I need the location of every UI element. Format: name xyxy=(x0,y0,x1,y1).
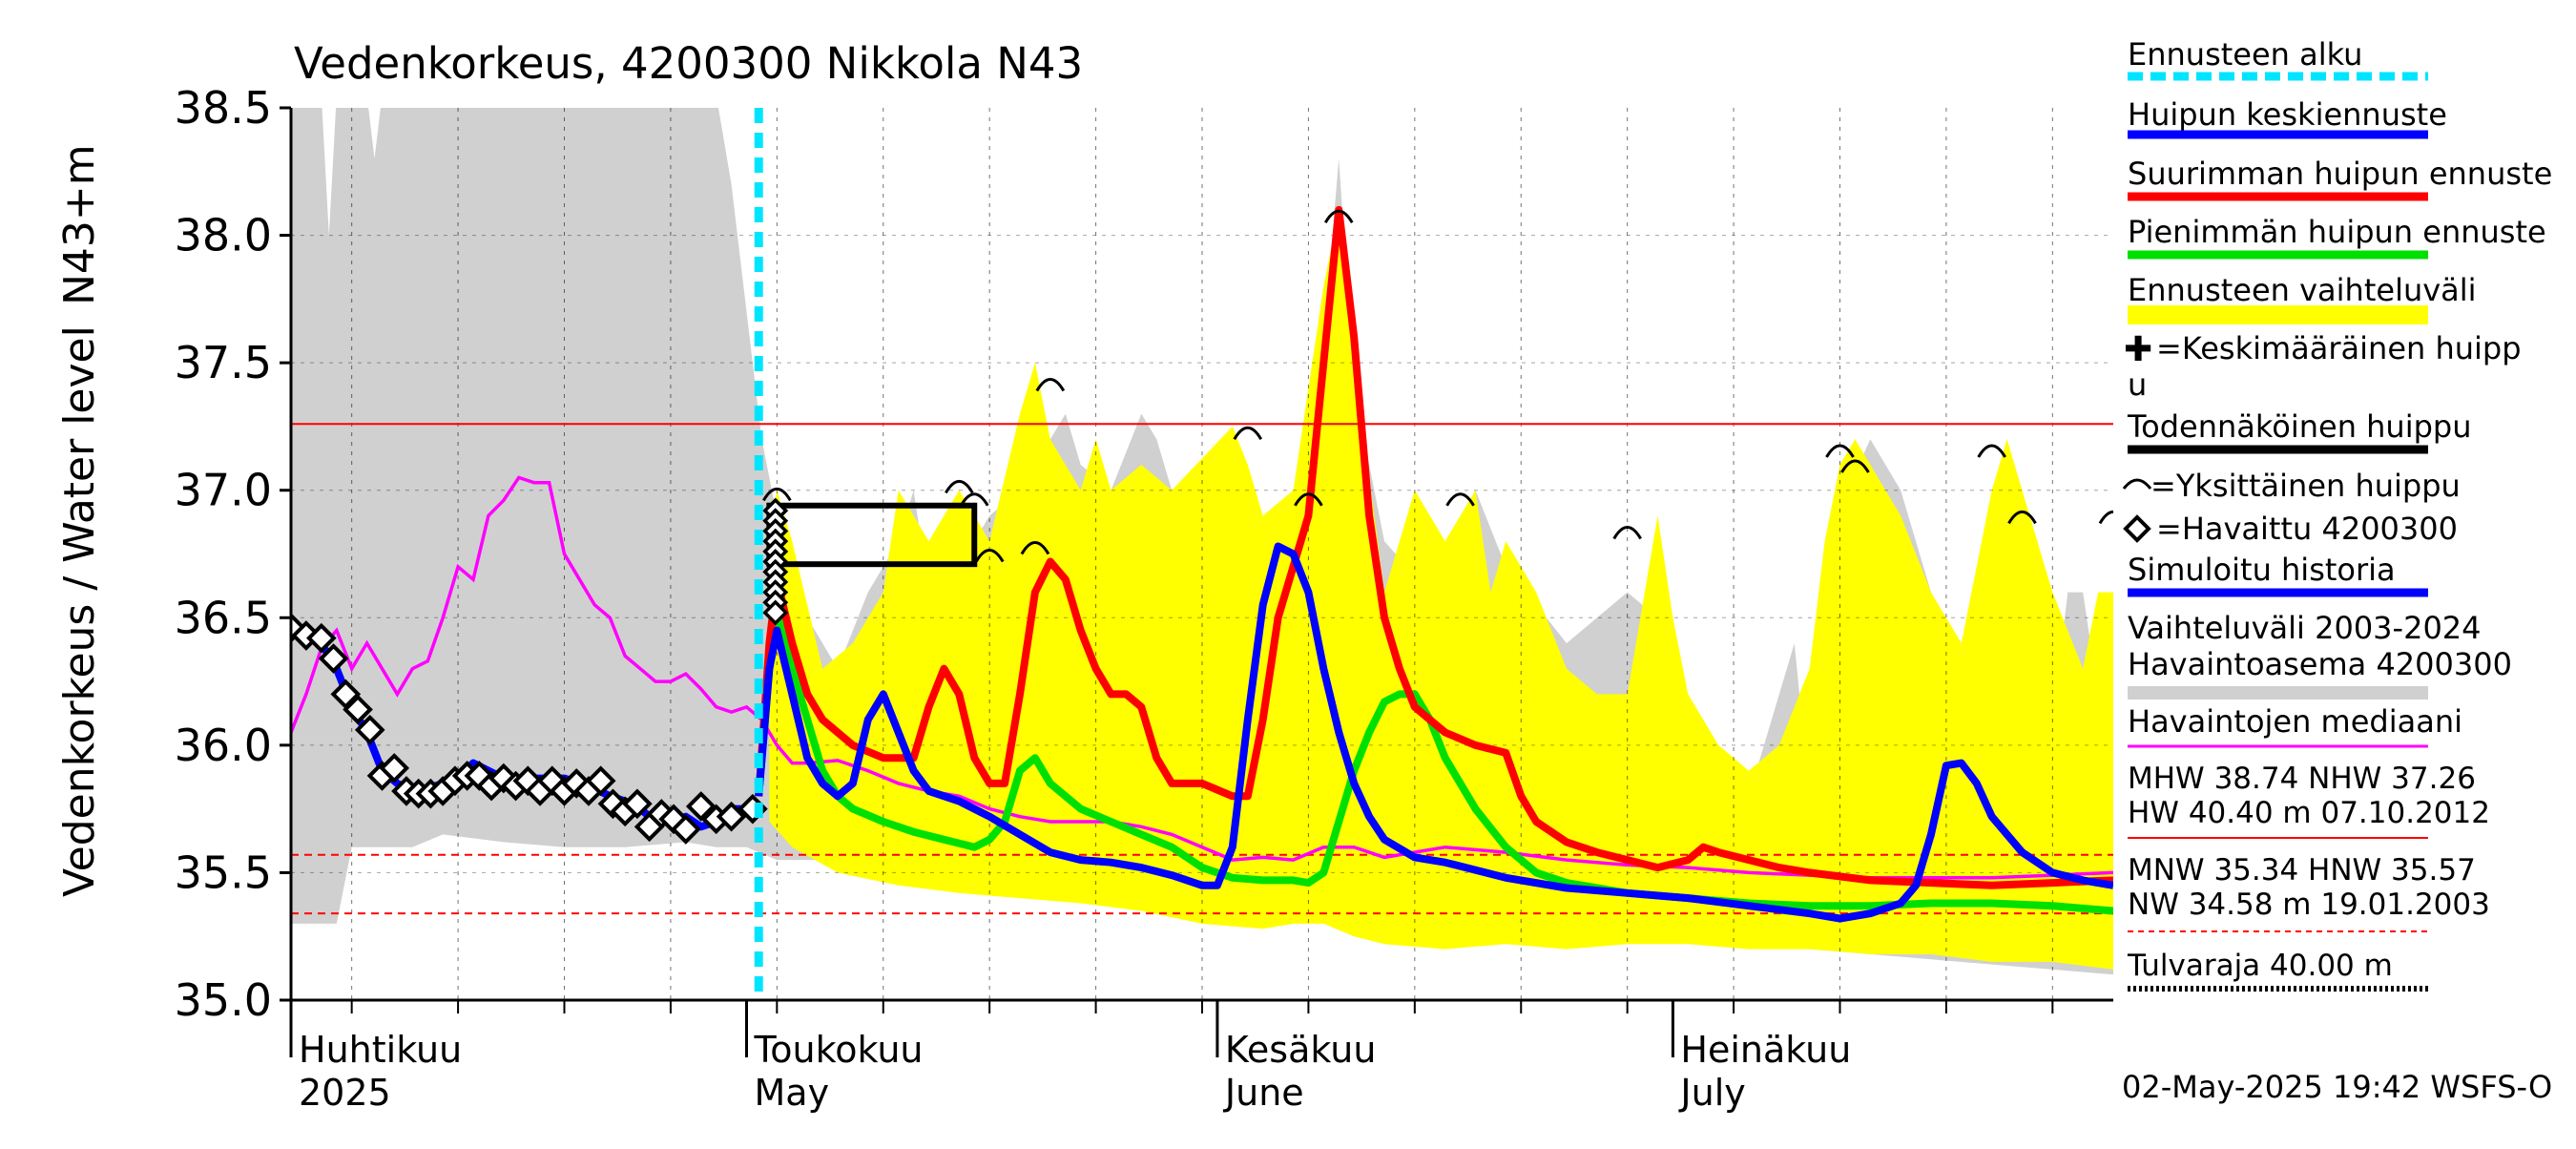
observed-diamond-icon xyxy=(2123,514,2151,543)
max-peak-forecast-line xyxy=(755,205,2113,889)
footer-timestamp: 02-May-2025 19:42 WSFS-O xyxy=(2122,1069,2552,1105)
x-month-label: Toukokuu xyxy=(754,1029,924,1071)
y-tick-label: 36.0 xyxy=(175,720,272,771)
observed-point xyxy=(318,643,349,674)
single-peak-marker xyxy=(1233,426,1263,441)
legend-label: Ennusteen vaihteluväli xyxy=(2128,272,2477,308)
y-tick-label: 38.0 xyxy=(175,210,272,261)
x-month-sublabel: May xyxy=(755,1072,830,1114)
y-tick-label: 38.5 xyxy=(175,82,272,134)
observed-point xyxy=(585,765,616,797)
y-tick-label: 37.5 xyxy=(175,337,272,388)
x-month-label: Kesäkuu xyxy=(1225,1029,1377,1071)
y-axis-label: Vedenkorkeus / Water level xyxy=(55,325,104,897)
observed-point xyxy=(671,814,701,845)
observed-point xyxy=(343,694,373,725)
y-tick-label: 35.0 xyxy=(175,974,272,1026)
legend-label: Suurimman huipun ennuste xyxy=(2128,156,2552,192)
legend-label: Havaintoasema 4200300 xyxy=(2128,646,2512,682)
plot-area xyxy=(291,108,2113,1000)
observed-point xyxy=(622,788,653,820)
axes: 35.0 35.5 36.0 36.5 37.0 37.5 38.0 38.5 Huhtikuu… xyxy=(175,82,2113,1114)
single-peak-icon xyxy=(2122,478,2152,490)
single-peak-marker xyxy=(2098,510,2113,525)
stats-row: MHW 38.74 NHW 37.26 xyxy=(2128,762,2476,796)
forecast-range-band xyxy=(769,209,2113,970)
median-line xyxy=(291,475,2113,880)
legend: Ennusteen alku Huipun keskiennuste Suurimm… xyxy=(2122,36,2552,992)
single-peak-marker xyxy=(1612,525,1642,540)
single-peak-marker xyxy=(1977,444,2006,458)
observed-point xyxy=(716,801,747,832)
single-peak-marker xyxy=(1294,492,1323,507)
single-peak-marker xyxy=(2007,510,2037,525)
legend-label: Vaihteluväli 2003-2024 xyxy=(2128,610,2482,646)
x-month-sublabel: July xyxy=(1678,1072,1745,1114)
single-peak-marker xyxy=(945,479,974,494)
legend-label: Todennäköinen huippu xyxy=(2127,408,2472,445)
legend-label: =Keskimääräinen huipp xyxy=(2156,330,2522,366)
stats-row: MNW 35.34 HNW 35.57 xyxy=(2128,853,2476,888)
legend-label: Ennusteen alku xyxy=(2128,36,2362,73)
plus-icon: ✚ xyxy=(2124,330,2152,369)
legend-label: Havaintojen mediaani xyxy=(2128,703,2462,740)
legend-label: Huipun keskiennuste xyxy=(2128,96,2447,133)
plot-clipped xyxy=(291,108,2113,1000)
single-peak-marker xyxy=(1020,541,1050,555)
single-peak-marker xyxy=(1840,459,1870,473)
legend-label: Simuloitu historia xyxy=(2128,552,2396,588)
observed-peak-marker xyxy=(762,599,789,626)
single-peak-marker xyxy=(1445,492,1475,507)
y-tick-label: 37.0 xyxy=(175,465,272,516)
observed-point xyxy=(379,753,410,783)
y-axis-unit-label: N43+m xyxy=(55,144,104,305)
stats-row: Tulvaraja 40.00 m xyxy=(2127,949,2393,983)
single-peak-marker xyxy=(1825,444,1855,458)
x-month-sublabel: June xyxy=(1223,1072,1304,1114)
single-peak-marker xyxy=(959,492,989,507)
chart-title: Vedenkorkeus, 4200300 Nikkola N43 xyxy=(294,38,1083,89)
legend-label: =Yksittäinen huippu xyxy=(2150,468,2461,504)
stats-row: NW 34.58 m 19.01.2003 xyxy=(2128,888,2490,922)
y-tick-label: 36.5 xyxy=(175,592,272,643)
x-month-sublabel: 2025 xyxy=(299,1072,391,1114)
single-peak-marker xyxy=(1323,209,1354,223)
observed-point xyxy=(354,715,385,745)
legend-label: Pienimmän huipun ennuste xyxy=(2128,214,2546,250)
mean-peak-forecast-line xyxy=(755,542,2113,923)
stats-row: HW 40.40 m 07.10.2012 xyxy=(2128,796,2490,830)
legend-label: =Havaittu 4200300 xyxy=(2156,511,2458,547)
legend-label: u xyxy=(2128,366,2147,403)
observed-point xyxy=(306,622,337,654)
single-peak-marker xyxy=(762,487,792,502)
x-month-label: Heinäkuu xyxy=(1680,1029,1851,1071)
single-peak-marker xyxy=(974,549,1005,563)
single-peak-marker xyxy=(1035,378,1066,392)
observed-point xyxy=(685,791,717,822)
y-tick-label: 35.5 xyxy=(175,846,272,898)
x-month-label: Huhtikuu xyxy=(299,1029,462,1071)
